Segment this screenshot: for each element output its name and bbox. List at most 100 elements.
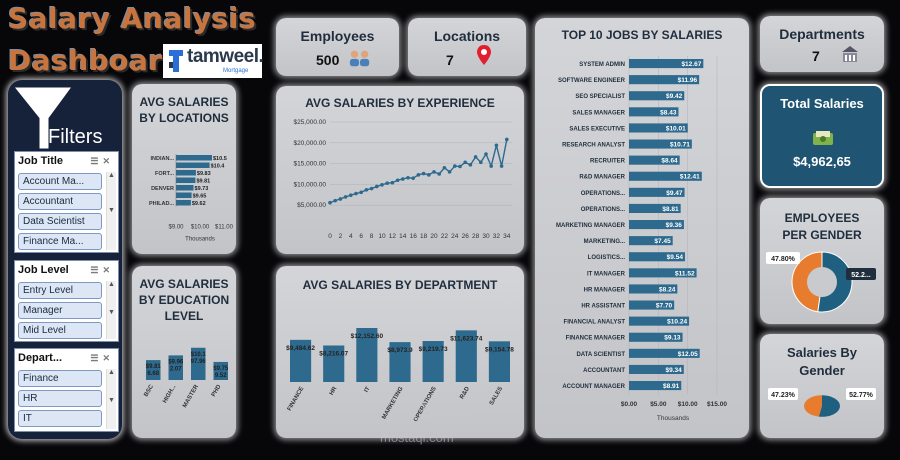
top-jobs-bar [629,268,697,278]
slicer-item-accountant[interactable]: Accountant [18,193,102,210]
locations-chart: $10.5 INDIAN... $10.4$9.83 FORT... $9.81$9.7… [149,154,234,243]
experience-point [489,164,493,168]
experience-point [359,190,363,195]
people-icon [349,50,370,67]
chart-card-department: AVG SALARIES BY DEPARTMENT $9,484.62 FINA… [276,266,524,438]
experience-point [364,188,369,192]
experience-point [442,165,447,170]
slicer-item-finance[interactable]: Finance [18,370,102,387]
top-jobs-data-label: $9.54 [667,254,684,261]
location-x-tick: $9.00 [168,225,184,231]
education-data-label: 97.96 [191,359,207,365]
top-jobs-category-label: ACCOUNT MANAGER [562,384,625,390]
location-bar [176,155,212,161]
top-jobs-category-label: RESEARCH ANALYST [562,143,625,149]
top-jobs-bar [629,91,685,101]
top-jobs-data-label: $7.45 [654,238,671,245]
top-jobs-x-tick: $5.00 [650,401,667,408]
experience-point [375,184,379,189]
top-jobs-data-label: $8.81 [662,206,679,213]
experience-y-tick: $10,000.00 [293,181,326,188]
slicer-item-account-manager[interactable]: Account Ma... [18,173,102,190]
top-jobs-category-label: SEO SPECIALIST [575,94,625,100]
top-jobs-data-label: $12.67 [681,61,701,68]
education-data-label: $10.1 [191,352,207,358]
experience-x-tick: 34 [503,233,511,240]
location-data-label: $10.4 [211,164,226,170]
tamweel-mark-icon [169,50,183,72]
experience-point [395,178,400,183]
top-jobs-data-label: $7.70 [656,303,673,310]
top-jobs-category-label: SALES EXECUTIVE [569,126,625,132]
experience-x-tick: 26 [462,233,470,240]
location-category-label: PHILAD... [149,201,175,207]
top-jobs-category-label: MARKETING... [584,239,626,245]
location-bar [176,200,191,206]
gender-pie-data-label: 52.77% [849,392,874,399]
experience-point [421,171,426,176]
chart-card-experience: AVG SALARIES BY EXPERIENCE $5,000.00 $10,… [276,86,524,254]
education-chart: $9.816.68 BSC $9.962.07 HIGH... $10.197.96 MA… [143,347,229,409]
top-jobs-category-label: IT MANAGER [587,271,626,277]
location-x-tick: $10.00 [191,225,210,231]
education-bar [213,361,228,380]
department-bar [455,330,477,382]
top-jobs-bar [629,348,700,358]
top-jobs-chart-title: TOP 10 JOBS BY SALARIES [561,28,723,42]
gender-pie-title: Salaries By Gender [786,345,858,378]
top-jobs-category-label: FINANCIAL ANALYST [564,320,626,326]
experience-x-tick: 2 [339,233,343,240]
slicer-tools-icon[interactable]: ☰✕ [90,352,114,363]
top-jobs-data-label: $9.13 [664,335,681,342]
slicer-scrollbar[interactable]: ▲ ▼ [106,281,116,339]
experience-point [432,170,436,174]
chart-card-education: AVG SALARIES BY EDUCATION LEVEL $9.81 6.68 B… [132,266,236,438]
experience-point [343,195,348,199]
slicer-item-entry-level[interactable]: Entry Level [18,282,102,299]
chart-card-gender-donut: EMPLOYEES PER GENDER 47.80% 52.2... [760,198,884,324]
experience-point [484,152,488,156]
top-jobs-bar [629,203,681,213]
slicer-item-manager[interactable]: Manager [18,302,102,319]
gender-donut-label-box [766,252,800,264]
gender-pie-chart: 47.23% 52.77% [768,388,876,417]
top-jobs-category-label: ACCOUNTANT [583,368,625,374]
gender-pie-label-box [846,388,876,400]
slicer-item-it[interactable]: IT [18,410,102,427]
slicer-item-data-scientist[interactable]: Data Scientist [18,213,102,230]
education-category-label: PHD [211,383,223,398]
slicer-item-mid-level[interactable]: Mid Level [18,322,102,339]
slicer-tools-icon[interactable]: ☰✕ [90,155,114,166]
funnel-icon [14,87,71,149]
top-jobs-bar [629,364,684,374]
slicer-item-finance-manager[interactable]: Finance Ma... [18,233,102,250]
total-salaries-label: Total Salaries [780,96,864,111]
locations-value: 7 [446,52,454,68]
location-category-label: INDIAN... [150,156,174,162]
top-jobs-data-label: $12.41 [680,174,700,181]
gender-donut-label-box [846,268,876,280]
location-data-label: $9.65 [193,194,207,200]
top-jobs-bar [629,187,685,197]
experience-point [380,183,384,187]
slicer-scrollbar[interactable]: ▲ ▼ [106,172,116,250]
experience-x-tick: 32 [493,233,501,240]
experience-point [458,164,462,169]
filters-label: Filters [48,126,103,148]
top-jobs-bar [629,316,690,326]
slicer-scrollbar[interactable]: ▲ ▼ [106,369,116,429]
department-category-label: FINANCE [287,386,306,412]
slicer-tools-icon[interactable]: ☰✕ [90,264,114,275]
department-bar [422,341,444,382]
department-chart: $9,484.62 FINANCE $8,216.07 HR $12,152.60 IT $… [286,327,514,423]
watermark: mostaql.com [380,430,454,445]
chart-card-gender-pie: Salaries By Gender 47.23% 52.77% [760,334,884,438]
top-jobs-bar [629,155,680,165]
location-bar [176,170,196,176]
experience-point [463,160,467,165]
dashboard-title-line2: Dashboard [8,44,184,77]
total-salaries-card: Total Salaries $4,962,65 [760,84,884,188]
top-jobs-category-label: R&D MANAGER [579,175,625,181]
slicer-item-hr[interactable]: HR [18,390,102,407]
watermark-arabic: مستقل [412,400,472,422]
